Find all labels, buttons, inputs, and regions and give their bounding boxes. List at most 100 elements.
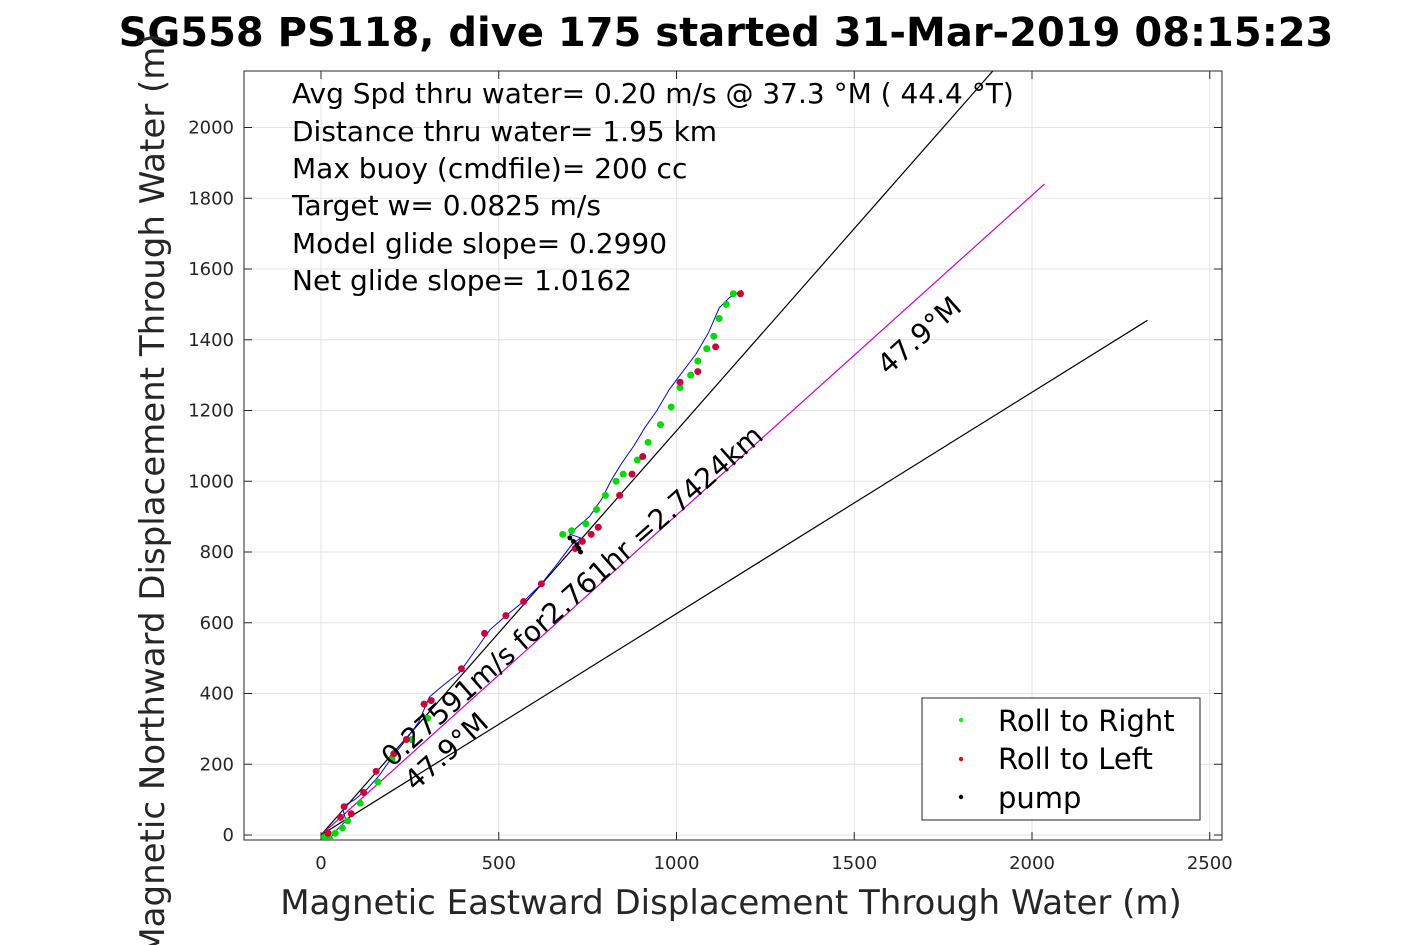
roll-right-marker [344,817,352,825]
roll-left-marker [427,697,435,705]
x-tick-label: 1500 [831,853,877,874]
roll-right-marker [687,371,695,379]
legend-marker-pump [958,794,964,800]
x-axis-label: Magnetic Eastward Displacement Through W… [280,883,1182,923]
heading-annotation-upper: 47.9°M [871,290,968,381]
current-annotation: 0.27591m/s for2.761hr =2.7424km [375,419,770,774]
y-tick-label: 200 [200,754,234,775]
roll-left-marker [736,290,744,298]
x-tick-label: 2500 [1187,853,1233,874]
x-tick-label: 2000 [1009,853,1055,874]
roll-left-marker [340,803,348,811]
roll-left-marker [420,700,428,708]
roll-left-marker [712,343,720,351]
roll-right-marker [338,824,346,832]
y-tick-label: 600 [200,613,234,634]
roll-left-marker [639,452,647,460]
roll-left-marker [502,612,510,620]
x-tick-label: 500 [482,853,516,874]
roll-right-marker [612,477,620,485]
y-tick-label: 1600 [188,259,234,280]
roll-right-marker [559,530,567,538]
roll-right-marker [326,835,334,840]
pump-marker [578,549,584,555]
roll-left-marker [372,767,380,775]
y-tick-label: 0 [223,825,234,846]
roll-right-marker [657,421,665,429]
roll-right-marker [408,735,416,743]
info-line-net-glide: Net glide slope= 1.0162 [292,264,632,297]
roll-left-marker [347,810,355,818]
y-tick-label: 1800 [188,188,234,209]
roll-left-marker [594,523,602,531]
roll-right-marker [729,290,737,298]
roll-left-marker [457,665,465,673]
roll-left-marker [481,629,489,637]
roll-right-marker [715,315,723,323]
roll-right-marker [374,778,382,786]
roll-right-marker [331,829,339,837]
roll-right-marker [694,357,702,365]
roll-left-marker [324,829,332,837]
roll-right-marker [633,456,641,464]
roll-left-marker [616,491,624,499]
legend: Roll to Right Roll to Left pump [921,697,1201,821]
y-tick-label: 1400 [188,330,234,351]
heading-reference-line [320,319,1148,836]
pump-marker [570,538,576,544]
roll-left-marker [390,750,398,758]
reference-lines [320,71,1148,836]
roll-right-marker [601,491,609,499]
x-tick-label: 0 [315,853,326,874]
legend-label-roll-left: Roll to Left [998,742,1153,776]
roll-left-marker [628,470,636,478]
roll-right-marker [593,506,601,514]
roll-right-marker [710,332,718,340]
roll-left-marker [694,368,702,376]
roll-right-marker [676,384,684,392]
roll-right-marker [582,520,590,528]
roll-left-marker [578,537,586,545]
pump-marker [567,535,573,541]
roll-left-marker [676,378,684,386]
info-line-max-buoy: Max buoy (cmdfile)= 200 cc [292,152,687,185]
glider-track-line [324,289,743,840]
roll-left-marker [402,735,410,743]
info-line-model-glide: Model glide slope= 0.2990 [292,227,667,260]
roll-right-marker [568,527,576,535]
info-line-distance: Distance thru water= 1.95 km [292,115,717,148]
y-tick-label: 1200 [188,401,234,422]
roll-left-marker [537,580,545,588]
axis-ticks: 0 500 1000 1500 2000 2500 0 200 400 600 800 1000 120… [188,71,1233,874]
chart-title: SG558 PS118, dive 175 started 31-Mar-201… [119,10,1334,56]
y-tick-label: 1000 [188,471,234,492]
roll-right-marker [388,755,396,763]
roll-left-marker [360,789,368,797]
legend-box [921,697,1201,821]
info-line-avg-speed: Avg Spd thru water= 0.20 m/s @ 37.3 °M (… [292,77,1014,110]
legend-label-pump: pump [998,781,1081,815]
legend-label-roll-right: Roll to Right [998,704,1175,738]
roll-left-marker [337,813,345,821]
roll-left-marker [587,530,595,538]
roll-right-marker [424,714,432,722]
y-tick-label: 2000 [188,118,234,139]
roll-right-marker [644,438,652,446]
roll-right-marker [703,345,711,353]
y-tick-label: 800 [200,542,234,563]
y-axis-label: Magnetic Northward Displacement Through … [133,33,173,945]
legend-marker-roll-right [958,717,964,723]
heading-reference-line [320,71,994,836]
heading-reference-line [320,183,1045,836]
info-line-target-w: Target w= 0.0825 m/s [291,189,601,222]
grid-lines [244,71,1222,840]
roll-right-marker [356,799,364,807]
roll-right-marker [722,300,730,308]
roll-markers [321,290,744,840]
legend-marker-roll-left [958,756,964,762]
roll-right-marker [667,403,675,411]
roll-left-marker [520,598,528,606]
info-block: Avg Spd thru water= 0.20 m/s @ 37.3 °M (… [291,77,1014,297]
y-tick-label: 400 [200,684,234,705]
